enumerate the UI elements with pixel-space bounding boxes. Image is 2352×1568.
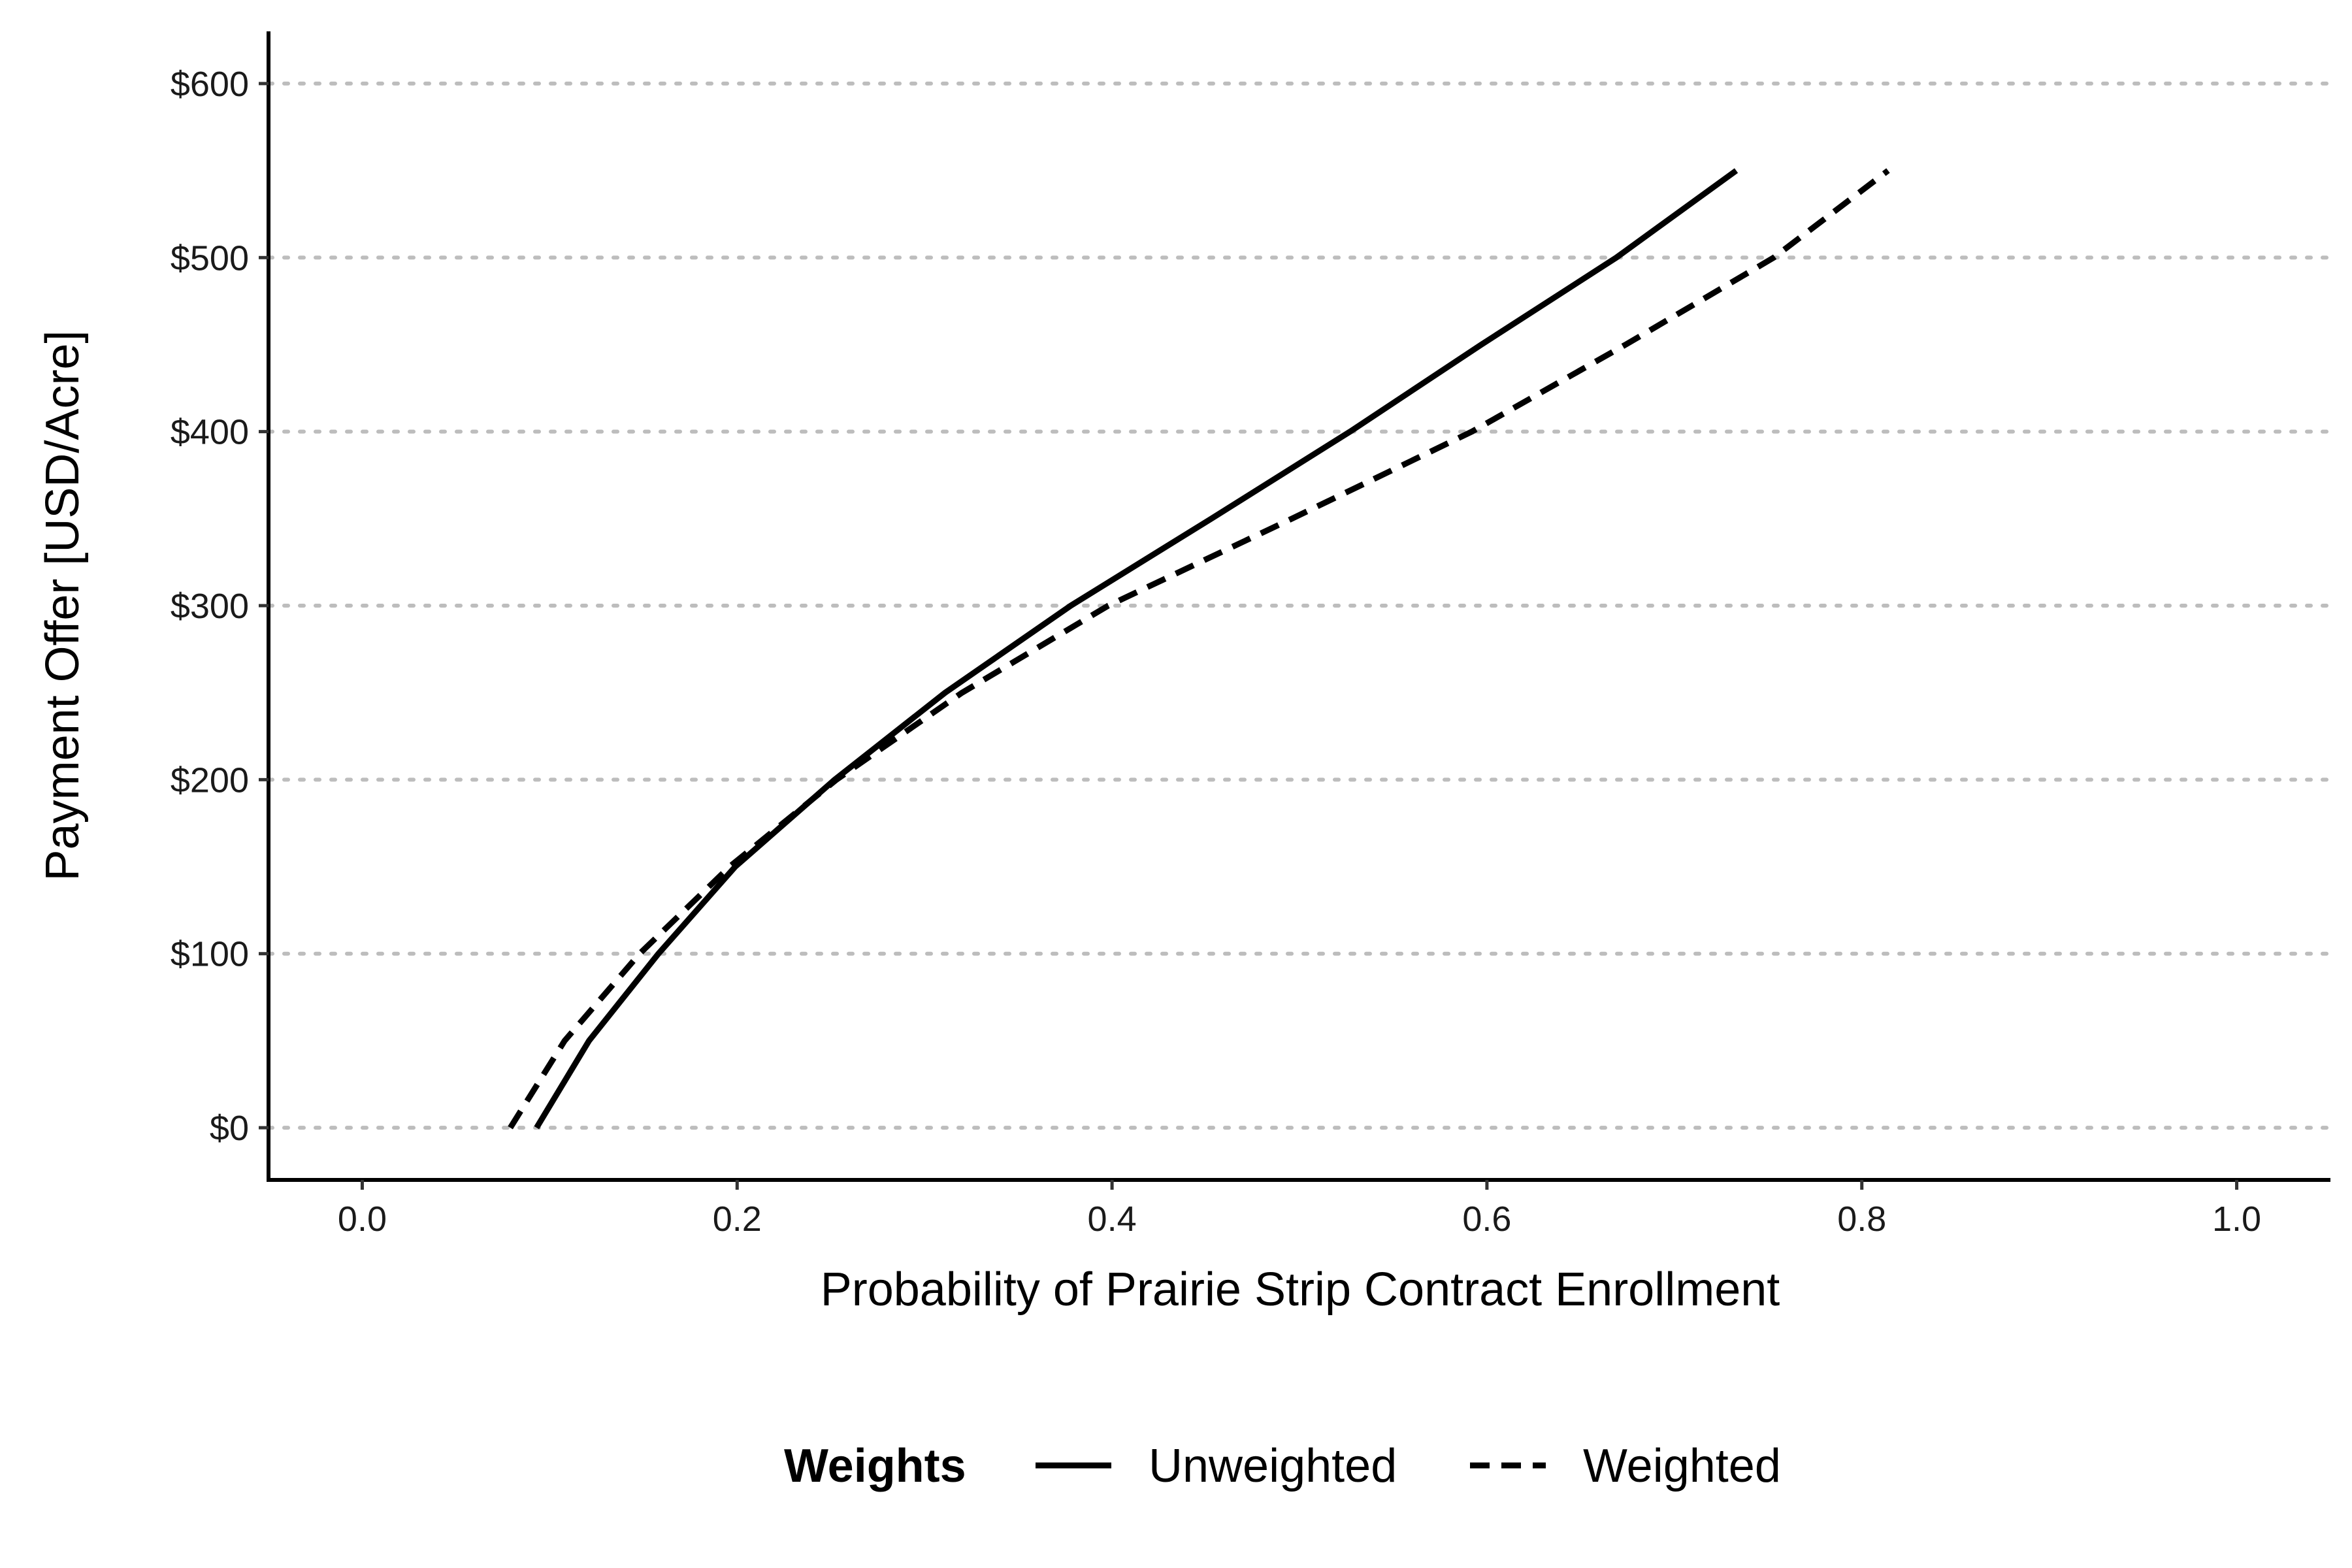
- axes: [267, 31, 2330, 1182]
- gridlines: [267, 81, 2332, 1130]
- y-tick-label: $500: [171, 238, 249, 278]
- legend: Weights Unweighted Weighted: [784, 1440, 1781, 1492]
- x-tick-label: 0.2: [713, 1200, 762, 1239]
- series-lines: [508, 168, 1890, 1130]
- y-tick-label: $200: [171, 760, 249, 800]
- y-tick-label: $100: [171, 935, 249, 974]
- y-tick-label: $300: [171, 587, 249, 626]
- y-tick-label: $0: [210, 1109, 249, 1148]
- series-line-weighted: [508, 168, 1890, 1130]
- x-tick-label: 1.0: [2212, 1200, 2261, 1239]
- y-tick-label: $400: [171, 413, 249, 452]
- legend-label-weighted: Weighted: [1583, 1440, 1781, 1492]
- legend-label-unweighted: Unweighted: [1149, 1440, 1397, 1492]
- x-axis-title: Probability of Prairie Strip Contract En…: [821, 1264, 1780, 1316]
- x-tick-label: 0.0: [338, 1200, 387, 1239]
- tick-marks: $0 $100 $200 $300 $400 $500 $600 0.0 0.2 0.4 0.6 0.…: [171, 65, 2261, 1239]
- x-tick-label: 0.6: [1462, 1200, 1511, 1239]
- y-axis-title: Payment Offer [USD/Acre]: [37, 331, 89, 881]
- x-tick-label: 0.8: [1837, 1200, 1886, 1239]
- y-tick-label: $600: [171, 65, 249, 104]
- x-tick-label: 0.4: [1088, 1200, 1137, 1239]
- legend-title: Weights: [784, 1440, 966, 1492]
- series-line-unweighted: [534, 168, 1739, 1130]
